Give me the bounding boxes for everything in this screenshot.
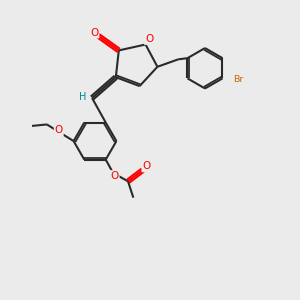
Text: Br: Br xyxy=(233,75,243,84)
Text: H: H xyxy=(80,92,87,101)
Text: O: O xyxy=(142,161,151,172)
Text: O: O xyxy=(145,34,153,44)
Text: O: O xyxy=(110,171,119,181)
Text: O: O xyxy=(90,28,98,38)
Text: O: O xyxy=(55,125,63,135)
